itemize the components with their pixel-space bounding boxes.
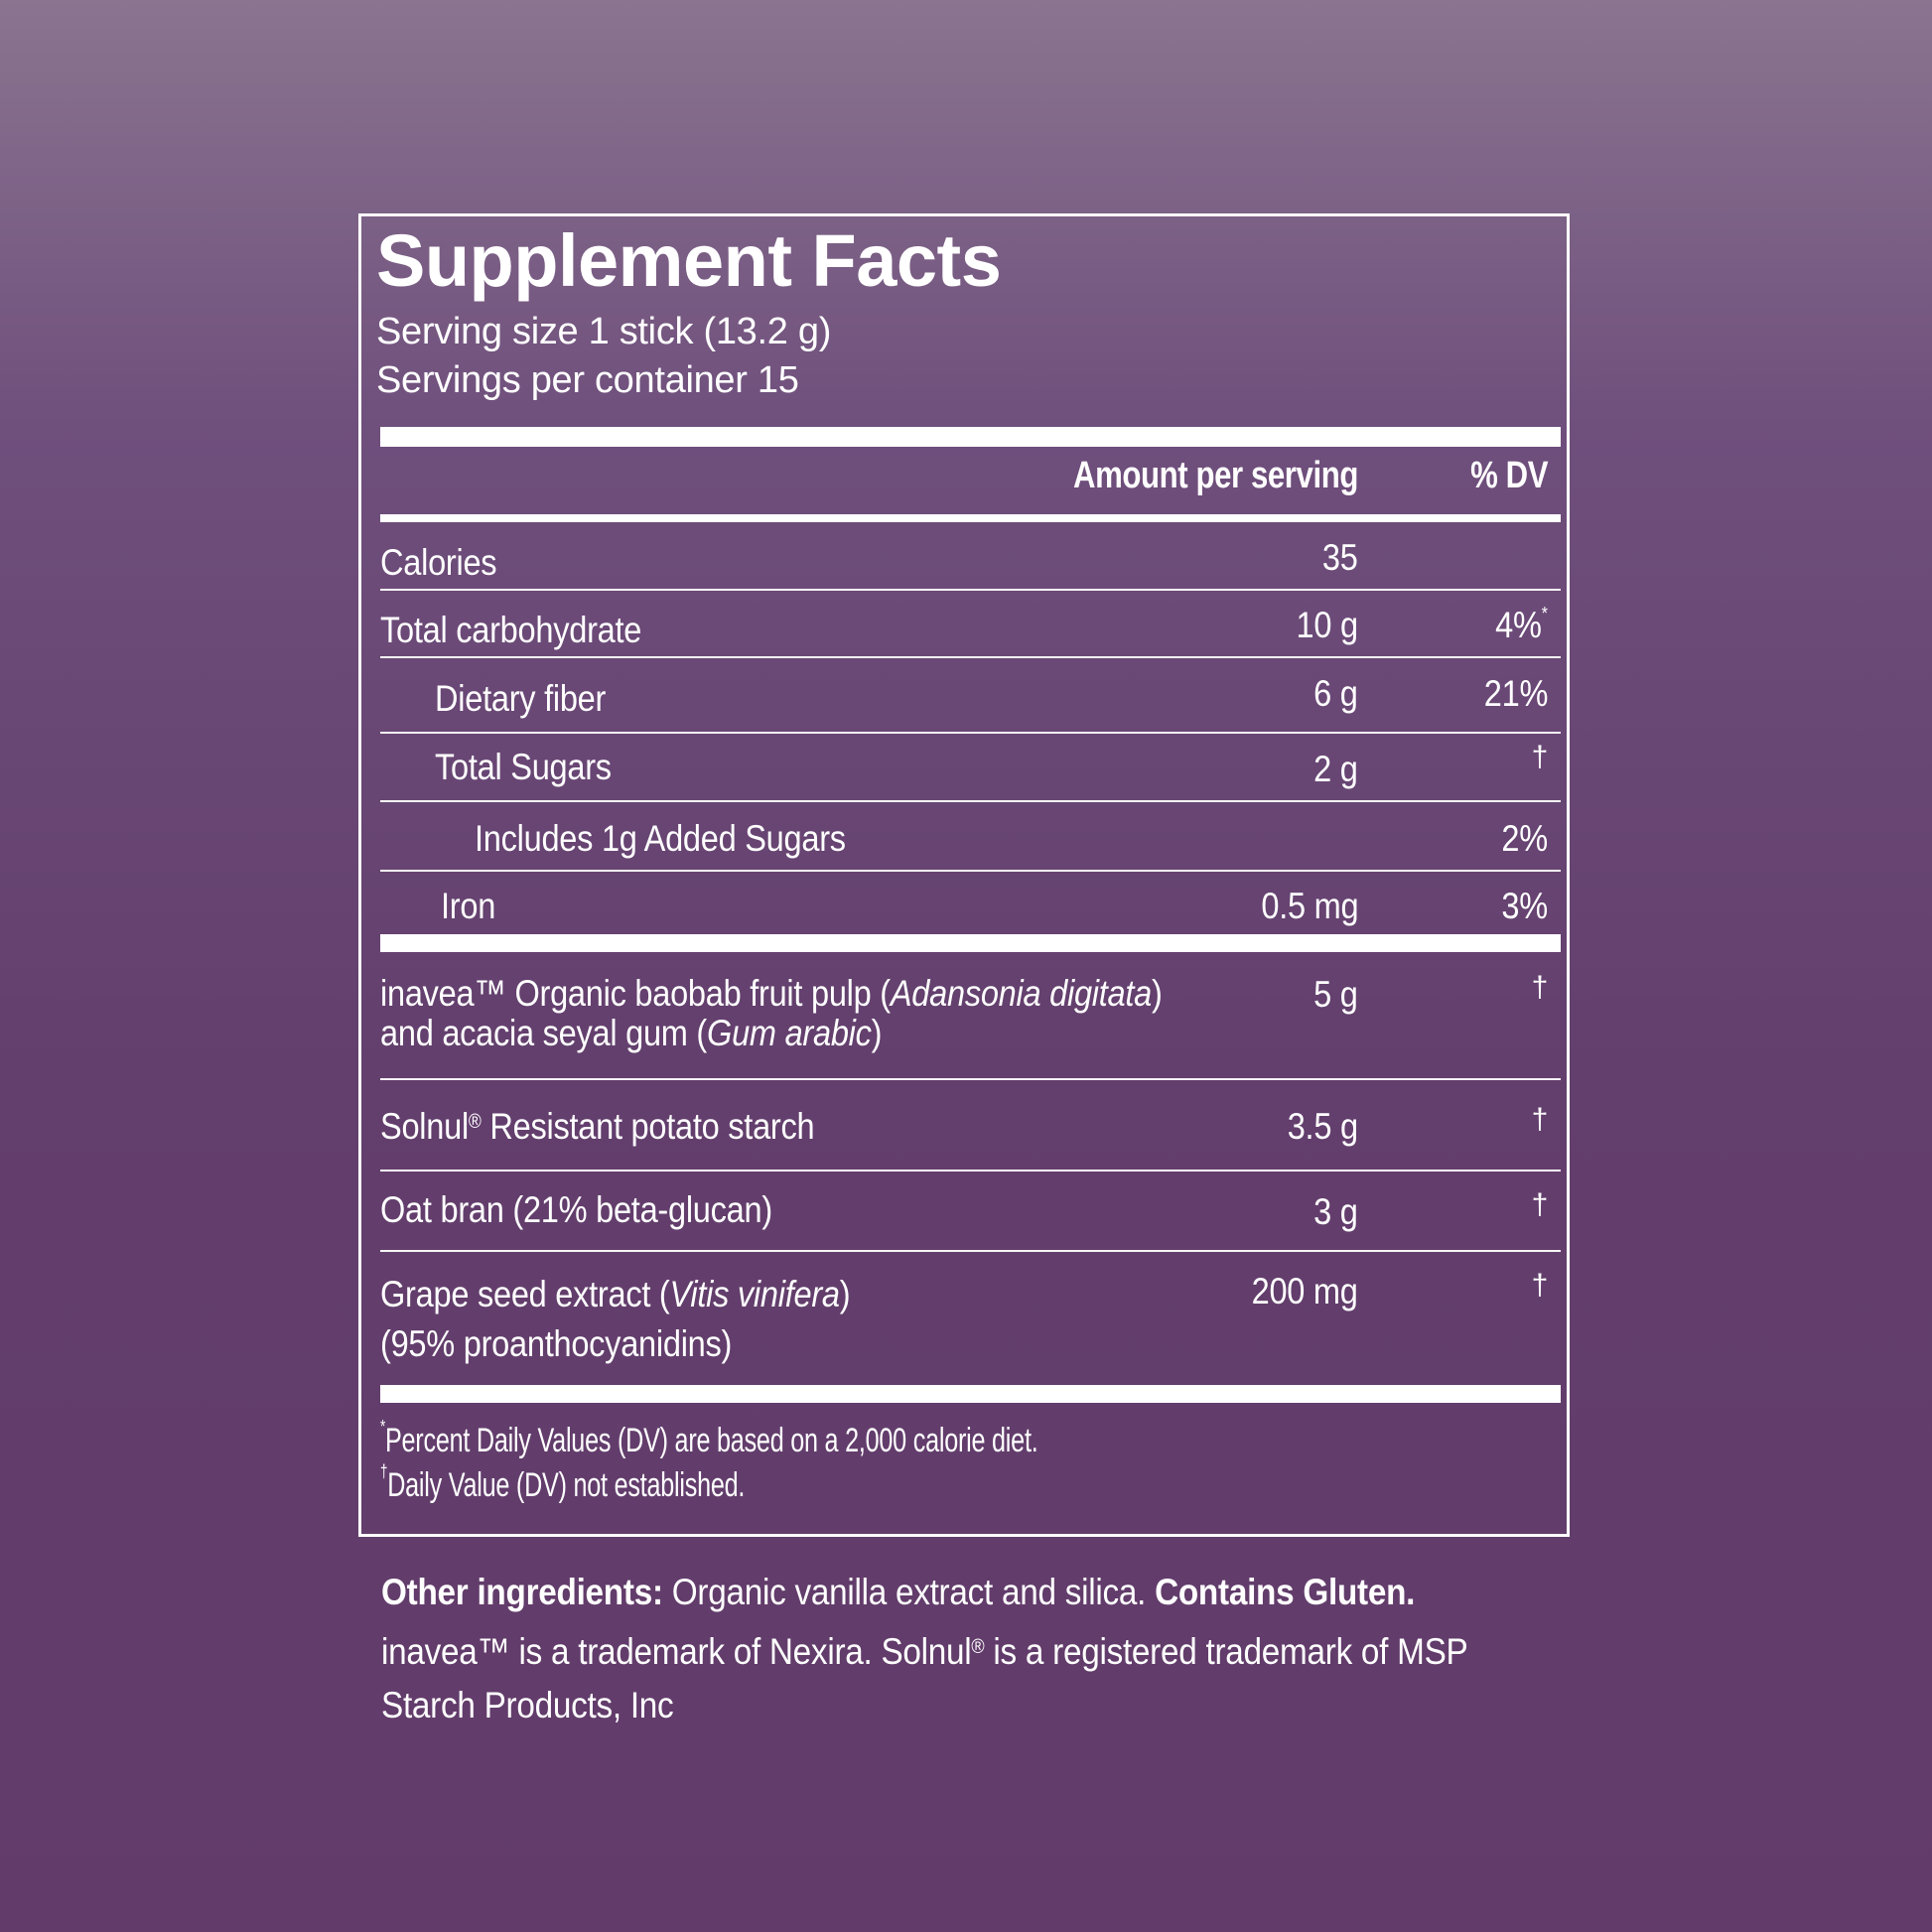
nutrient-dv-dietary-fiber: 21% — [1483, 673, 1549, 714]
nutrient-amount-total-sugars: 2 g — [1313, 749, 1359, 789]
ingredient-label-grape-seed: Grape seed extract (Vitis vinifera) (95%… — [380, 1274, 851, 1364]
nutrient-label-calories: Calories — [380, 542, 497, 583]
nutrient-amount-iron: 0.5 mg — [1261, 886, 1358, 926]
nutrient-label-added-sugars: Includes 1g Added Sugars — [475, 818, 846, 859]
other-ingredients: Other ingredients: Organic vanilla extra… — [381, 1572, 1416, 1612]
nutrient-amount-calories: 35 — [1322, 537, 1358, 578]
nutrient-dv-total-carbohydrate: 4%* — [1495, 604, 1549, 645]
trademark-notice-line1: inavea™ is a trademark of Nexira. Solnul… — [381, 1631, 1468, 1672]
nutrient-dv-total-sugars: † — [1531, 741, 1549, 773]
serving-size: Serving size 1 stick (13.2 g) — [376, 311, 832, 352]
row-divider — [380, 732, 1561, 734]
row-divider — [380, 1250, 1561, 1252]
nutrient-dv-added-sugars: 2% — [1501, 818, 1548, 859]
ingredient-dv-solnul: † — [1531, 1103, 1549, 1136]
footnote-dv-not-established: †Daily Value (DV) not established. — [380, 1461, 746, 1504]
nutrient-amount-dietary-fiber: 6 g — [1313, 673, 1359, 714]
ingredient-dv-grape-seed: † — [1531, 1269, 1549, 1302]
dv-column-header: % DV — [1469, 455, 1548, 496]
trademark-notice-line2: Starch Products, Inc — [381, 1685, 674, 1725]
ingredient-amount-baobab-acacia: 5 g — [1313, 974, 1359, 1015]
nutrient-label-iron: Iron — [441, 886, 496, 926]
nutrient-label-total-carbohydrate: Total carbohydrate — [380, 610, 642, 650]
servings-per-container: Servings per container 15 — [376, 359, 799, 401]
ingredient-amount-oat-bran: 3 g — [1313, 1191, 1359, 1232]
row-divider — [380, 589, 1561, 591]
thick-divider-middle — [380, 934, 1561, 952]
row-divider — [380, 1078, 1561, 1080]
row-divider — [380, 656, 1561, 658]
ingredient-dv-oat-bran: † — [1531, 1188, 1549, 1221]
ingredient-amount-solnul: 3.5 g — [1287, 1106, 1358, 1147]
nutrient-label-dietary-fiber: Dietary fiber — [435, 678, 607, 719]
header-divider — [380, 514, 1561, 522]
nutrient-amount-total-carbohydrate: 10 g — [1296, 605, 1359, 645]
supplement-facts-panel: Supplement Facts Serving size 1 stick (1… — [358, 213, 1570, 1537]
ingredient-label-baobab-acacia: inavea™ Organic baobab fruit pulp (Adans… — [380, 973, 1163, 1053]
row-divider — [380, 870, 1561, 872]
thick-divider-bottom — [380, 1385, 1561, 1403]
row-divider — [380, 1170, 1561, 1172]
nutrient-label-total-sugars: Total Sugars — [435, 747, 612, 787]
nutrient-dv-iron: 3% — [1501, 886, 1548, 926]
footnote-percent-dv: *Percent Daily Values (DV) are based on … — [380, 1417, 1038, 1459]
ingredient-dv-baobab-acacia: † — [1531, 971, 1549, 1004]
panel-title: Supplement Facts — [376, 219, 1002, 302]
ingredient-amount-grape-seed: 200 mg — [1251, 1271, 1358, 1311]
ingredient-label-solnul: Solnul® Resistant potato starch — [380, 1106, 815, 1147]
ingredient-label-oat-bran: Oat bran (21% beta-glucan) — [380, 1189, 772, 1230]
row-divider — [380, 800, 1561, 802]
amount-column-header: Amount per serving — [1073, 455, 1358, 496]
thick-divider-top — [380, 427, 1561, 447]
